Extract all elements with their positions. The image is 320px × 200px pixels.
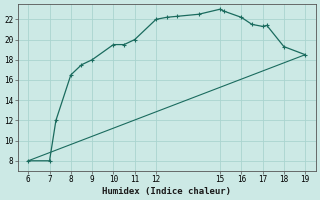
X-axis label: Humidex (Indice chaleur): Humidex (Indice chaleur) [102,187,231,196]
